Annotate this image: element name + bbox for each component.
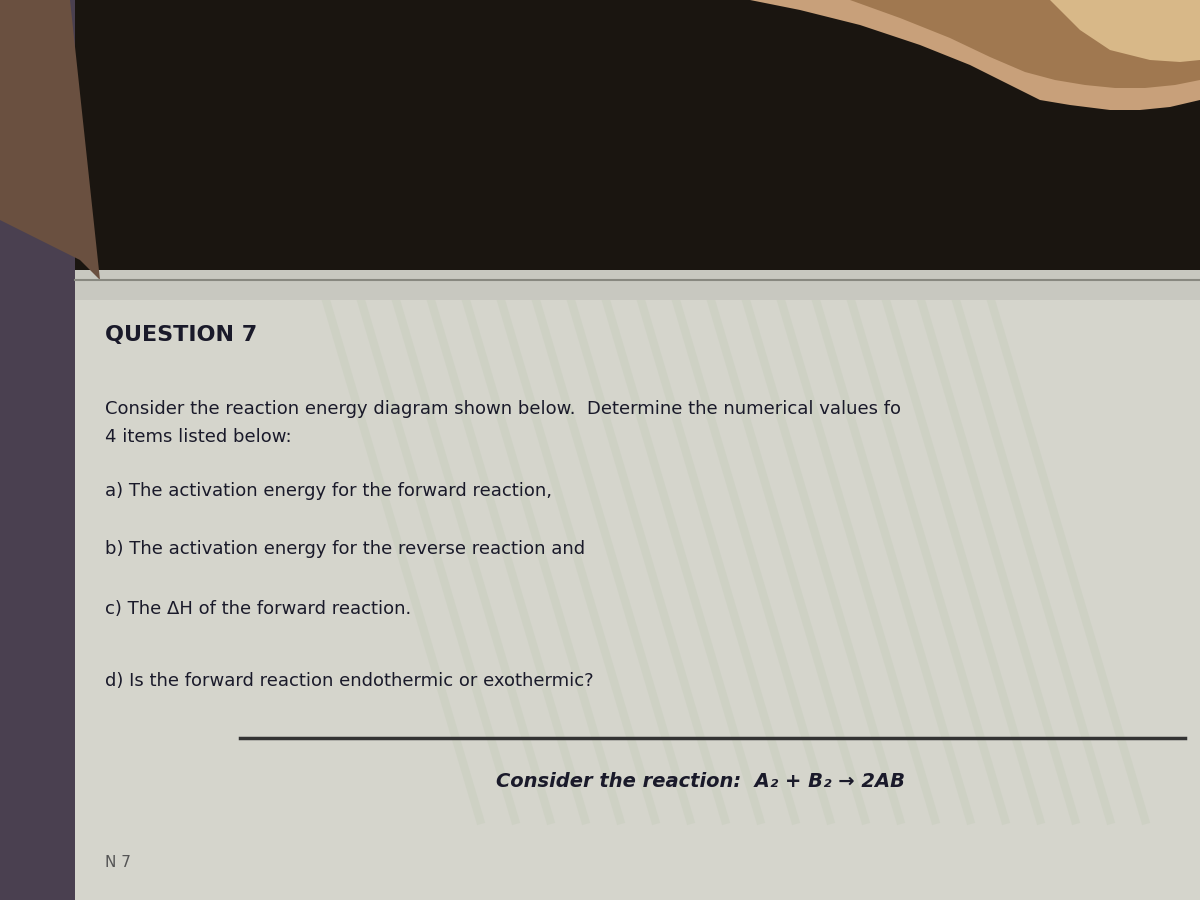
Text: c) The ΔH of the forward reaction.: c) The ΔH of the forward reaction. xyxy=(106,600,412,618)
FancyBboxPatch shape xyxy=(0,0,74,900)
Text: d) Is the forward reaction endothermic or exothermic?: d) Is the forward reaction endothermic o… xyxy=(106,672,594,690)
Polygon shape xyxy=(750,0,1200,110)
Text: b) The activation energy for the reverse reaction and: b) The activation energy for the reverse… xyxy=(106,540,586,558)
Polygon shape xyxy=(0,0,100,280)
Text: QUESTION 7: QUESTION 7 xyxy=(106,325,257,345)
Text: Consider the reaction energy diagram shown below.  Determine the numerical value: Consider the reaction energy diagram sho… xyxy=(106,400,901,418)
Text: 4 items listed below:: 4 items listed below: xyxy=(106,428,292,446)
FancyBboxPatch shape xyxy=(74,270,1200,300)
Text: a) The activation energy for the forward reaction,: a) The activation energy for the forward… xyxy=(106,482,552,500)
Polygon shape xyxy=(1050,0,1200,62)
FancyBboxPatch shape xyxy=(74,280,1200,900)
Text: N 7: N 7 xyxy=(106,855,131,870)
Text: Consider the reaction:  A₂ + B₂ → 2AB: Consider the reaction: A₂ + B₂ → 2AB xyxy=(496,772,905,791)
Polygon shape xyxy=(850,0,1200,88)
FancyBboxPatch shape xyxy=(0,0,1200,320)
